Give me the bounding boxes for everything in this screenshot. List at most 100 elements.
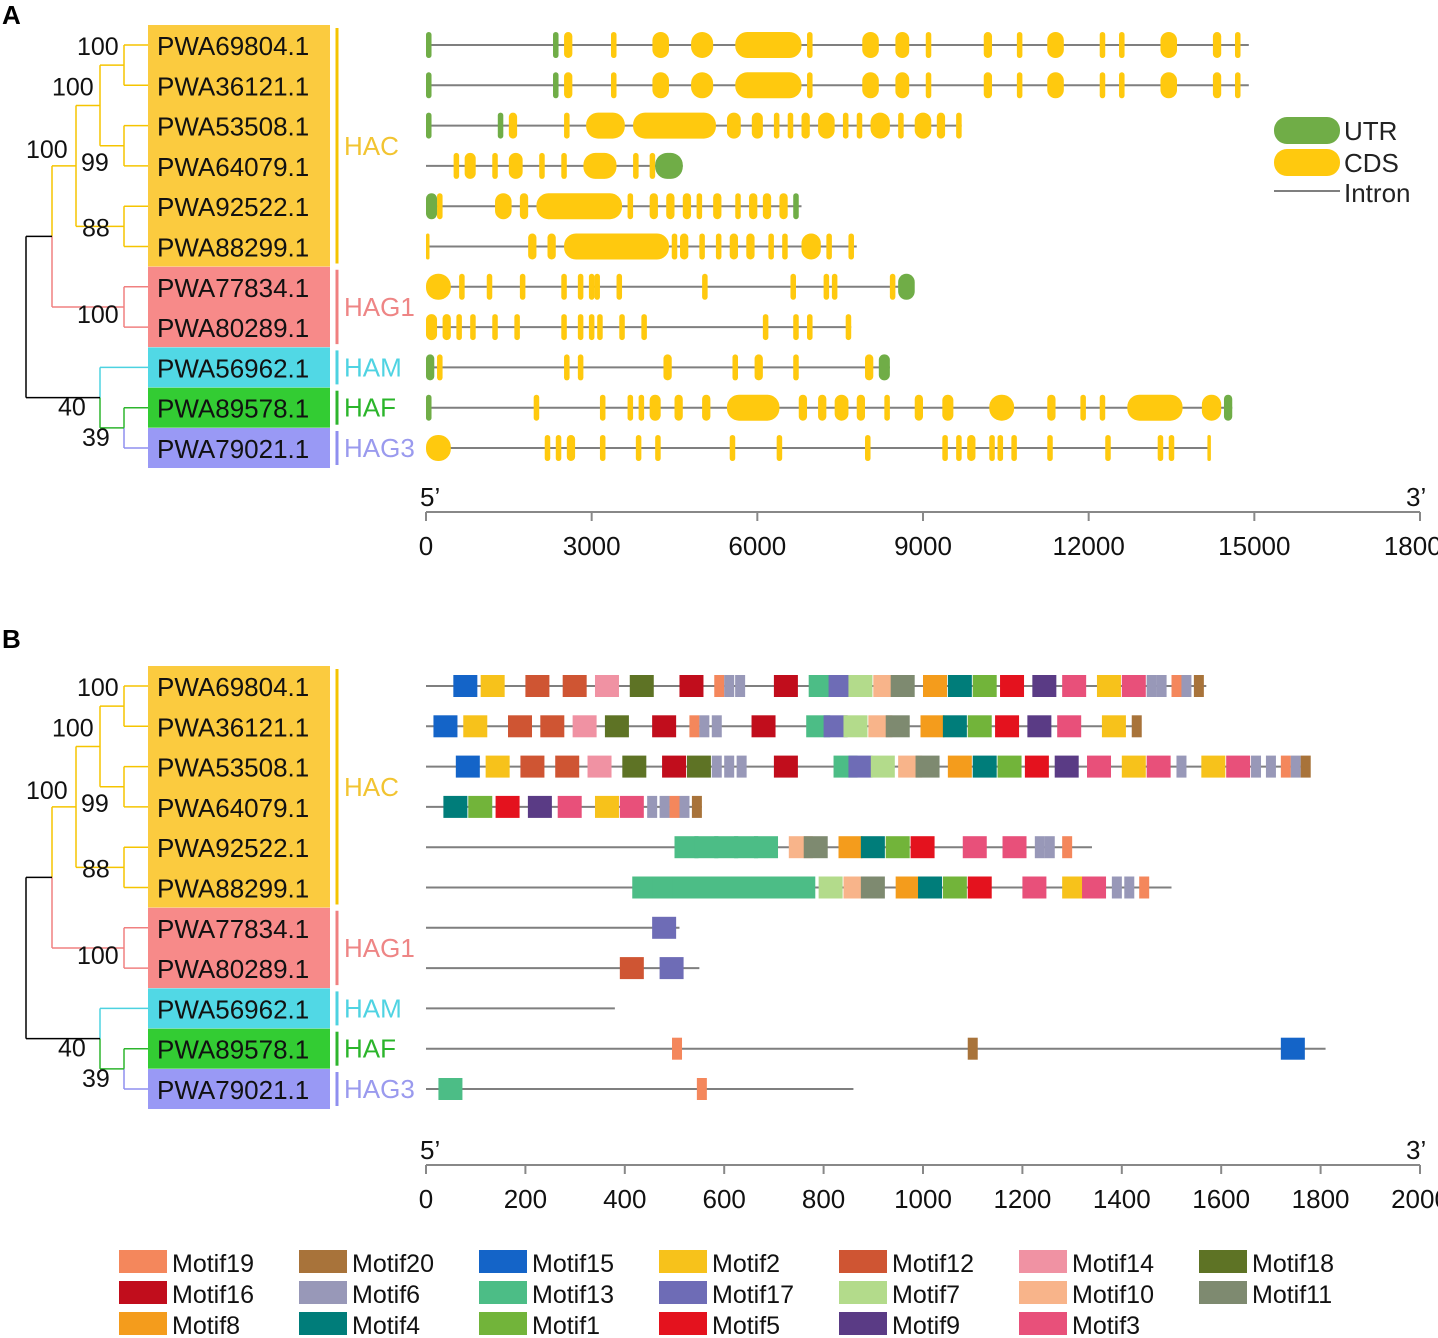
legend-swatch-motif17 — [659, 1281, 707, 1304]
cds-exon — [845, 314, 852, 341]
legend-swatch-motif14 — [1019, 1250, 1067, 1273]
group-label-haf: HAF — [344, 393, 396, 423]
motif-motif6 — [1156, 675, 1167, 697]
cds-exon — [1016, 72, 1023, 99]
group-label-hag1: HAG1 — [344, 292, 415, 322]
motif-motif5 — [495, 795, 520, 818]
motif-motif6 — [1251, 755, 1262, 778]
cds-exon — [818, 394, 827, 421]
motif-motif5 — [1024, 755, 1049, 778]
motif-motif16 — [773, 675, 798, 697]
cds-exon — [1047, 72, 1064, 99]
gene-label: PWA69804.1 — [157, 672, 309, 702]
motif-motif3 — [1002, 836, 1027, 859]
motif-motif1 — [885, 836, 910, 859]
motif-motif12 — [525, 675, 550, 697]
cds-exon — [1011, 435, 1017, 461]
cds-exon — [564, 354, 570, 381]
cds-exon — [561, 152, 567, 179]
motif-motif15 — [433, 715, 458, 738]
motif-motif19 — [696, 1078, 707, 1100]
motif-motif5 — [967, 876, 992, 899]
motif-motif6 — [647, 795, 658, 818]
cds-exon — [652, 32, 669, 58]
cds-exon — [586, 112, 625, 139]
x-tick-label: 0 — [419, 531, 433, 561]
motif-motif20 — [691, 795, 702, 818]
legend-label-motif12: Motif12 — [892, 1250, 974, 1278]
motif-motif17 — [823, 715, 848, 738]
cds-exon — [1080, 394, 1086, 421]
gene-label: PWA79021.1 — [157, 1075, 309, 1105]
motif-motif6 — [679, 795, 690, 818]
motif-motif15 — [1280, 1037, 1305, 1060]
cds-exon — [649, 394, 661, 421]
cds-exon — [1119, 32, 1125, 58]
motif-motif13 — [632, 876, 657, 899]
legend-cds-label: CDS — [1344, 148, 1399, 178]
motif-motif2 — [480, 675, 505, 697]
legend-label-motif2: Motif2 — [712, 1250, 780, 1278]
cds-exon — [561, 273, 567, 300]
bootstrap-value: 39 — [82, 424, 110, 452]
motif-motif19 — [714, 675, 725, 697]
motif-motif6 — [699, 715, 710, 738]
cds-exon — [773, 112, 780, 139]
motif-motif1 — [468, 795, 493, 818]
cds-exon — [459, 273, 465, 300]
motif-motif13 — [674, 836, 699, 859]
motif-motif14 — [572, 715, 597, 738]
bootstrap-value: 88 — [82, 856, 110, 884]
group-box-ham — [148, 988, 330, 1029]
cds-exon — [782, 233, 788, 260]
legend-swatch-motif12 — [839, 1250, 887, 1273]
motif-motif13 — [754, 836, 779, 859]
cds-exon — [735, 193, 741, 220]
cds-exon — [588, 314, 595, 341]
legend-label-motif17: Motif17 — [712, 1281, 794, 1309]
cds-exon — [649, 193, 658, 220]
motif-motif8 — [920, 715, 945, 738]
cds-exon — [588, 273, 595, 300]
motif-motif6 — [1290, 755, 1301, 778]
motif-motif13 — [731, 876, 756, 899]
motif-motif4 — [947, 675, 972, 697]
cds-exon — [597, 314, 603, 341]
motif-motif4 — [918, 876, 943, 899]
gene-label: PWA92522.1 — [157, 833, 309, 863]
group-box-hag3 — [148, 428, 330, 468]
cds-exon — [691, 72, 714, 99]
cds-exon — [666, 193, 675, 220]
cds-exon — [437, 354, 443, 381]
motif-motif6 — [1034, 836, 1045, 859]
x-tick-label: 400 — [603, 1184, 646, 1214]
motif-motif2 — [1201, 755, 1226, 778]
x-tick-label: 3000 — [563, 531, 621, 561]
cds-exon — [426, 273, 451, 300]
motif-motif16 — [662, 755, 687, 778]
group-box-hac — [148, 25, 330, 267]
cds-exon — [956, 112, 962, 139]
motif-motif2 — [485, 755, 510, 778]
motif-motif3 — [1062, 675, 1087, 697]
motif-motif3 — [1121, 675, 1146, 697]
motif-motif12 — [619, 957, 644, 980]
motif-motif13 — [734, 836, 759, 859]
motif-motif2 — [594, 795, 619, 818]
motif-motif1 — [942, 876, 967, 899]
cds-exon — [715, 233, 722, 260]
motif-motif11 — [885, 715, 910, 738]
motif-motif17 — [828, 675, 853, 697]
group-label-ham: HAM — [344, 352, 402, 382]
cds-exon — [426, 435, 451, 461]
legend-label-motif3: Motif3 — [1072, 1312, 1140, 1338]
cds-exon — [842, 112, 849, 139]
cds-exon — [680, 233, 689, 260]
motif-motif16 — [652, 715, 677, 738]
cds-exon — [577, 354, 584, 381]
cds-exon — [655, 435, 661, 461]
motif-motif13 — [711, 876, 736, 899]
utr-segment — [426, 354, 435, 381]
cds-exon — [544, 435, 551, 461]
